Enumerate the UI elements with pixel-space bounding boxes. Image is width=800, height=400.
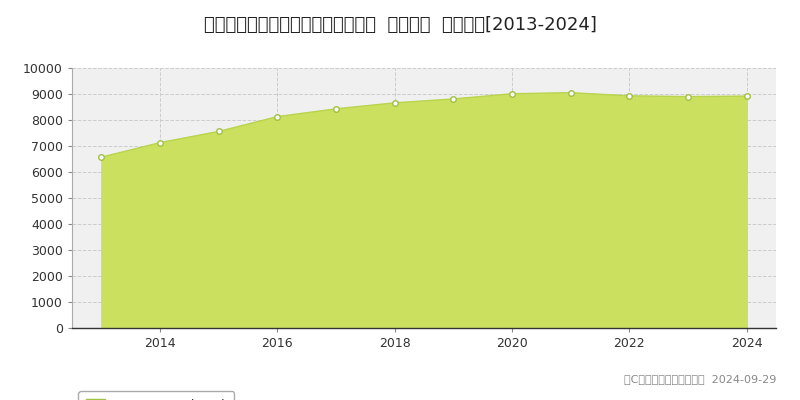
Legend: 基準地価  平均坊単価(万円/坊): 基準地価 平均坊単価(万円/坊): [78, 392, 234, 400]
Text: （C）土地価格ドットコム  2024-09-29: （C）土地価格ドットコム 2024-09-29: [624, 374, 776, 384]
Text: 東京都千代田区丸の内三丁目２番外  基準地価  地価推移[2013-2024]: 東京都千代田区丸の内三丁目２番外 基準地価 地価推移[2013-2024]: [203, 16, 597, 34]
